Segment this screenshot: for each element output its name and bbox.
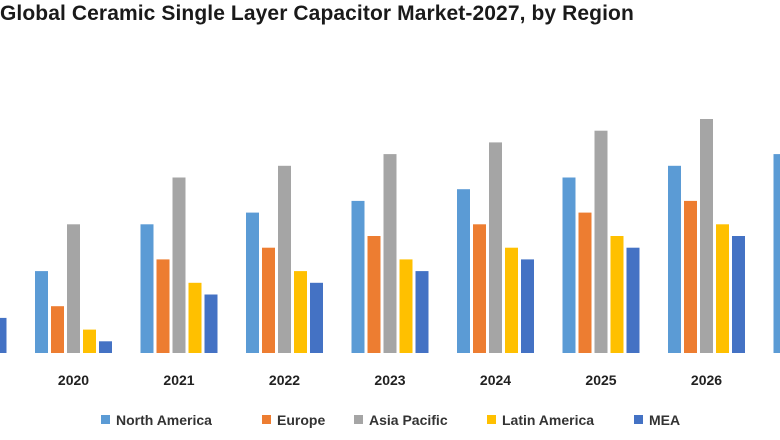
- x-tick-label-2021: 2021: [163, 372, 194, 388]
- legend-label-mea: MEA: [649, 412, 680, 428]
- bar-north-america-2023: [351, 200, 365, 353]
- bar-asia-pacific-2022: [278, 165, 291, 353]
- bar-latin-america-2025: [610, 236, 624, 353]
- legend-swatch-north-america: [101, 415, 110, 424]
- chart-title: Global Ceramic Single Layer Capacitor Ma…: [0, 2, 634, 25]
- x-tick-label-2024: 2024: [480, 372, 511, 388]
- bar-mea-2019: [0, 317, 7, 353]
- bar-mea-2022: [310, 282, 323, 353]
- x-tick-label-2023: 2023: [374, 372, 405, 388]
- legend-label-europe: Europe: [277, 412, 325, 428]
- legend-label-asia-pacific: Asia Pacific: [369, 412, 448, 428]
- bar-north-america-2025: [562, 177, 576, 353]
- bar-mea-2023: [415, 271, 429, 353]
- bar-europe-2022: [262, 247, 275, 353]
- bar-north-america-2027: [773, 154, 780, 353]
- bar-latin-america-2022: [294, 271, 307, 353]
- bar-asia-pacific-2021: [172, 177, 186, 353]
- bar-europe-2025: [578, 212, 592, 353]
- x-tick-label-2020: 2020: [58, 372, 89, 388]
- bar-mea-2025: [626, 247, 640, 353]
- x-tick-label-2026: 2026: [691, 372, 722, 388]
- bar-latin-america-2024: [505, 247, 518, 353]
- bar-europe-2023: [367, 236, 381, 353]
- bar-asia-pacific-2026: [700, 119, 713, 353]
- bar-europe-2020: [51, 306, 64, 353]
- bar-asia-pacific-2020: [67, 224, 80, 353]
- bar-mea-2020: [99, 341, 112, 353]
- bar-europe-2021: [156, 259, 170, 353]
- bar-asia-pacific-2025: [594, 130, 608, 353]
- bar-north-america-2021: [140, 224, 154, 353]
- legend-swatch-mea: [634, 415, 643, 424]
- bar-europe-2026: [684, 200, 697, 353]
- x-tick-label-2025: 2025: [585, 372, 616, 388]
- bar-latin-america-2021: [188, 282, 202, 353]
- legend-label-north-america: North America: [116, 412, 212, 428]
- x-tick-label-2022: 2022: [269, 372, 300, 388]
- bar-latin-america-2020: [83, 329, 96, 353]
- bar-latin-america-2023: [399, 259, 413, 353]
- bar-north-america-2022: [246, 212, 259, 353]
- bar-mea-2026: [732, 236, 745, 353]
- bar-north-america-2026: [668, 165, 681, 353]
- bar-asia-pacific-2023: [383, 154, 397, 353]
- bar-north-america-2020: [35, 271, 48, 353]
- legend-swatch-asia-pacific: [354, 415, 363, 424]
- legend-swatch-latin-america: [487, 415, 496, 424]
- bar-mea-2021: [204, 294, 218, 353]
- bar-latin-america-2026: [716, 224, 729, 353]
- legend-label-latin-america: Latin America: [502, 412, 594, 428]
- bar-mea-2024: [521, 259, 534, 353]
- bar-north-america-2024: [457, 189, 470, 353]
- bar-asia-pacific-2024: [489, 142, 502, 353]
- bar-europe-2024: [473, 224, 486, 353]
- legend-swatch-europe: [262, 415, 271, 424]
